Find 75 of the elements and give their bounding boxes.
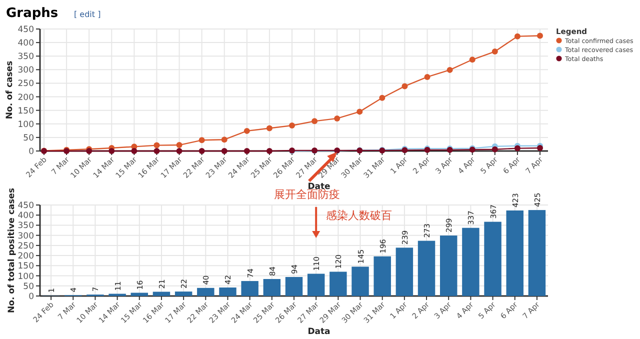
annotation: 感染人数破百 <box>326 209 392 222</box>
point <box>244 128 250 134</box>
bar <box>307 274 325 296</box>
y-tick-label: 0 <box>28 147 34 157</box>
bar <box>197 288 214 296</box>
point <box>334 115 340 122</box>
y-tick-label: 400 <box>18 211 34 222</box>
point <box>244 148 250 154</box>
bar <box>418 240 436 296</box>
bar <box>174 292 192 296</box>
y-tick-label: 100 <box>18 120 34 130</box>
y-tick-label: 300 <box>18 66 34 76</box>
point <box>312 118 318 124</box>
point <box>131 148 138 154</box>
bar <box>285 276 303 296</box>
bar <box>484 222 502 296</box>
bar <box>330 272 347 296</box>
y-tick-label: 350 <box>18 52 34 62</box>
bar <box>396 248 414 296</box>
y-tick-label: 100 <box>18 272 34 282</box>
bar <box>462 228 480 296</box>
point <box>356 108 363 115</box>
y-tick-label: 50 <box>23 133 34 144</box>
point <box>154 148 160 154</box>
point <box>424 74 430 80</box>
y-tick-label: 400 <box>18 38 34 49</box>
y-tick-label: 450 <box>18 201 34 211</box>
point <box>198 137 205 144</box>
y-axis-title: No. of total positive cases <box>7 188 17 314</box>
y-tick-label: 150 <box>18 106 34 116</box>
point <box>266 148 272 154</box>
point <box>379 94 386 101</box>
point <box>221 148 228 154</box>
point <box>446 66 453 73</box>
bar <box>352 266 369 296</box>
point <box>469 56 476 63</box>
y-tick-label: 150 <box>18 262 34 272</box>
y-tick-label: 50 <box>23 282 34 292</box>
y-tick-label: 450 <box>18 25 34 35</box>
point <box>537 145 543 152</box>
point <box>492 146 498 152</box>
annotation: 展开全面防疫 <box>274 188 340 201</box>
point <box>537 32 543 39</box>
bar <box>506 210 524 296</box>
bar <box>241 281 258 296</box>
y-tick-label: 200 <box>18 252 34 262</box>
text: [ edit ] <box>74 10 101 19</box>
bar <box>528 210 546 296</box>
y-tick-label: 250 <box>18 79 34 90</box>
point <box>289 122 295 129</box>
bar <box>374 256 391 296</box>
chart-title: Graphs <box>6 6 58 21</box>
point <box>198 148 205 154</box>
point <box>221 136 228 143</box>
y-tick-label: 300 <box>18 231 34 242</box>
point <box>514 145 520 152</box>
bar <box>219 288 236 296</box>
y-tick-label: 0 <box>28 292 34 302</box>
y-tick-label: 200 <box>18 92 34 103</box>
y-tick-label: 350 <box>18 221 34 232</box>
point <box>266 125 272 132</box>
point <box>514 33 520 40</box>
bar <box>263 279 281 296</box>
y-tick-label: 250 <box>18 241 34 252</box>
point <box>176 142 182 148</box>
bar <box>130 292 148 296</box>
bar <box>152 292 170 296</box>
point <box>108 148 115 154</box>
point <box>154 142 160 148</box>
point <box>402 83 408 90</box>
bar <box>440 236 458 296</box>
point <box>176 148 182 154</box>
x-axis-title: Data <box>308 327 331 337</box>
point <box>492 48 498 54</box>
y-axis-title: No. of cases <box>5 60 15 120</box>
